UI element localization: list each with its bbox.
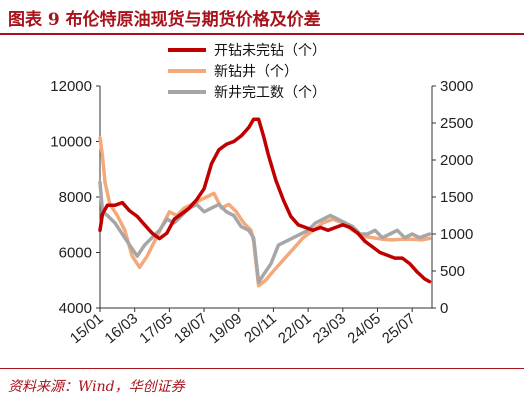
- figure-header: 图表 9 布伦特原油现货与期货价格及价差: [0, 0, 524, 35]
- x-tick-label: 18/07: [171, 310, 211, 347]
- source-note: 资料来源：Wind，华创证券: [8, 379, 185, 395]
- left-tick-label: 12000: [50, 78, 92, 95]
- series-line-1: [98, 117, 432, 284]
- x-tick-label: 16/03: [102, 310, 142, 347]
- x-tick-label: 25/07: [379, 310, 419, 347]
- x-tick-label: 17/05: [136, 310, 176, 347]
- x-tick-label: 24/05: [344, 310, 384, 347]
- series-line-3: [98, 180, 432, 284]
- x-tick-label: 19/09: [206, 310, 246, 347]
- figure-title: 图表 9 布伦特原油现货与期货价格及价差: [8, 10, 321, 30]
- title-divider: [0, 33, 524, 35]
- right-tick-label: 2500: [440, 115, 473, 132]
- footer-divider: [0, 368, 524, 369]
- chart: 4000 6000 8000 10000 12000 0 500 1000 1500 2000 25…: [50, 43, 473, 347]
- right-tick-label: 2000: [440, 152, 473, 169]
- x-tick-label: 22/01: [275, 310, 315, 347]
- legend-label-3: 新井完工数（个）: [214, 85, 326, 101]
- chart-legend: 开钻未完钻（个） 新钻井（个） 新井完工数（个）: [168, 43, 326, 101]
- legend-label-1: 开钻未完钻（个）: [214, 43, 326, 59]
- x-tick-label: 23/03: [310, 310, 350, 347]
- x-tick-label: 20/11: [241, 310, 280, 346]
- right-tick-label: 3000: [440, 78, 473, 95]
- right-tick-label: 1000: [440, 226, 473, 243]
- series-line-2: [98, 136, 432, 288]
- legend-label-2: 新钻井（个）: [214, 64, 298, 80]
- right-tick-label: 500: [440, 263, 465, 280]
- left-tick-label: 8000: [59, 189, 92, 206]
- chart-lines: [98, 117, 432, 288]
- left-tick-label: 4000: [59, 300, 92, 317]
- right-tick-label: 1500: [440, 189, 473, 206]
- left-tick-label: 6000: [59, 245, 92, 262]
- left-tick-label: 10000: [50, 134, 92, 151]
- right-tick-label: 0: [440, 300, 448, 317]
